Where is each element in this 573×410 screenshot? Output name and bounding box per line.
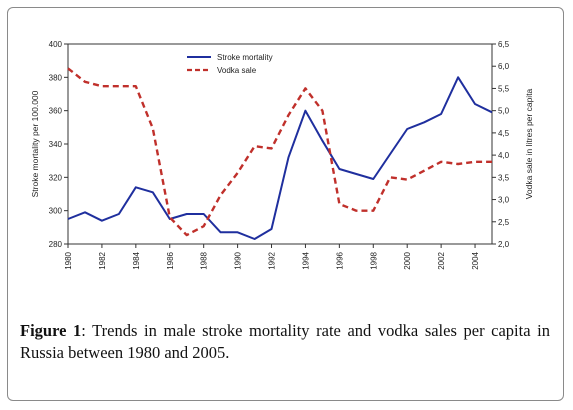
x-tick-label: 1982: [98, 251, 107, 269]
y-right-tick-label: 2,0: [498, 240, 510, 249]
chart-legend: Stroke mortality Vodka sale: [187, 53, 273, 75]
chart: 1980 1982 1984 1986 1988 1990 1992 1994 1996 1998…: [30, 40, 534, 270]
x-tick-label: 2000: [403, 251, 412, 269]
y-right-tick-label: 2,5: [498, 218, 510, 227]
x-tick-label: 1994: [301, 251, 310, 269]
y-left-tick-label: 380: [49, 73, 63, 82]
y-right-tick-label: 6,5: [498, 40, 510, 49]
y-right-tick-label: 4,5: [498, 129, 510, 138]
plot-frame: [67, 43, 493, 245]
legend-label: Stroke mortality: [217, 53, 273, 62]
y-right-tick-label: 5,5: [498, 84, 510, 93]
y-right-tick-label: 3,0: [498, 196, 510, 205]
chart-axes: 1980 1982 1984 1986 1988 1990 1992 1994 1996 1998…: [30, 40, 534, 270]
x-tick-label: 1986: [166, 251, 175, 269]
y-right-tick-label: 4,0: [498, 151, 510, 160]
y-left-tick-label: 360: [49, 107, 63, 116]
y-left-tick-label: 300: [49, 207, 63, 216]
series-line-vodka-sale: [67, 67, 492, 237]
x-tick-label: 1996: [335, 251, 344, 269]
x-tick-label: 1988: [200, 251, 209, 269]
y-right-tick-label: 3,5: [498, 173, 510, 182]
figure-caption: Figure 1: Trends in male stroke mortalit…: [20, 320, 550, 364]
series-line-stroke-mortality: [67, 76, 493, 240]
figure-caption-label: Figure 1: [20, 321, 82, 340]
legend-label: Vodka sale: [217, 66, 257, 75]
x-tick-label: 1990: [234, 251, 243, 269]
figure-frame: [7, 7, 564, 401]
y-left-axis-title: Stroke mortality per 100.000: [30, 90, 40, 197]
x-tick-label: 1992: [268, 251, 277, 269]
x-tick-label: 1998: [369, 251, 378, 269]
y-right-tick-label: 6,0: [498, 62, 510, 71]
x-tick-label: 1980: [64, 251, 73, 269]
y-left-tick-label: 400: [49, 40, 63, 49]
y-right-tick-label: 5,0: [498, 107, 510, 116]
figure-caption-text: : Trends in male stroke mortality rate a…: [20, 321, 550, 362]
x-tick-label: 2004: [471, 251, 480, 269]
y-left-tick-label: 320: [49, 173, 63, 182]
x-tick-label: 2002: [437, 251, 446, 269]
y-left-tick-label: 340: [49, 140, 63, 149]
x-tick-label: 1984: [132, 251, 141, 269]
y-right-axis-title: Vodka sale in litres per capita: [524, 88, 534, 199]
chart-series: [67, 67, 493, 240]
y-left-tick-label: 280: [49, 240, 63, 249]
